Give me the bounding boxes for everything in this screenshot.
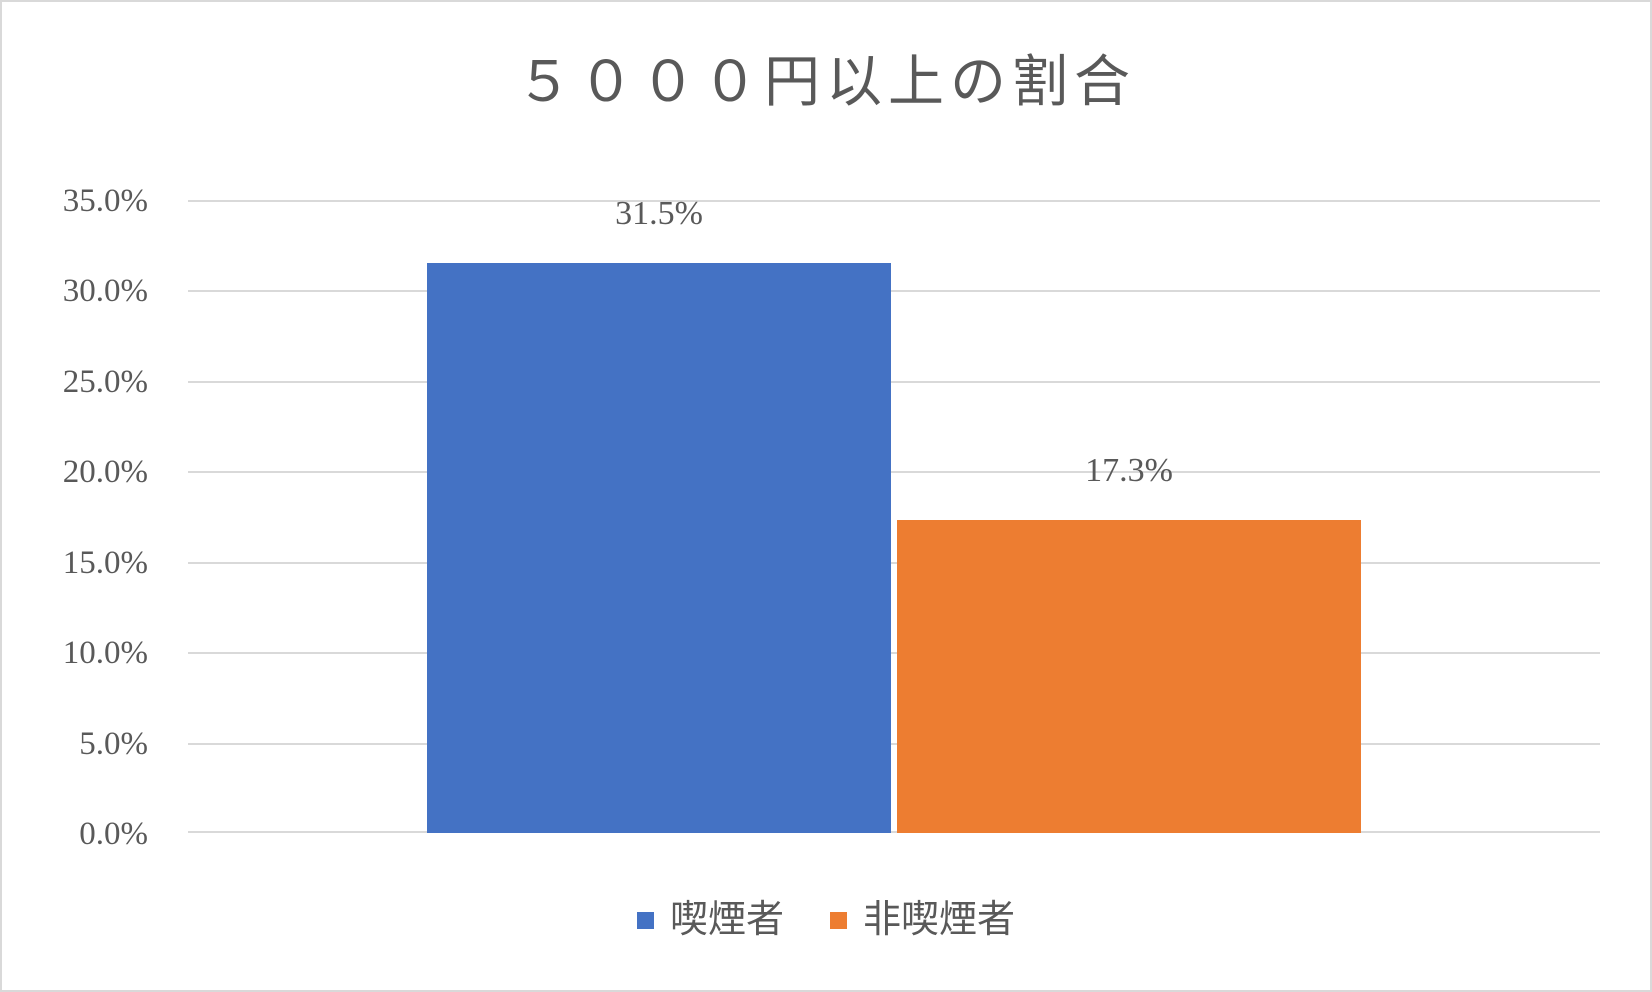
gridline — [188, 561, 1600, 564]
y-tick-label: 15.0% — [62, 544, 148, 581]
gridline — [188, 652, 1600, 655]
y-tick-label: 5.0% — [79, 725, 148, 762]
data-label-series-1: 31.5% — [615, 195, 703, 233]
legend-label: 喫煙者 — [669, 899, 784, 941]
data-label-series-2: 17.3% — [1085, 452, 1173, 490]
legend-item-1: 喫煙者 — [636, 895, 784, 945]
y-tick-label: 25.0% — [62, 363, 148, 400]
legend-label: 非喫煙者 — [863, 899, 1016, 941]
legend-swatch-icon — [636, 911, 654, 929]
plot-area: 31.5% 17.3% — [188, 195, 1600, 833]
bar-series-2 — [897, 520, 1361, 833]
y-tick-label: 10.0% — [62, 635, 148, 672]
gridline — [188, 380, 1600, 383]
y-axis-labels: 0.0% 5.0% 10.0% 15.0% 20.0% 25.0% 30.0% 35.0% — [2, 183, 148, 852]
y-tick-label: 20.0% — [62, 454, 148, 491]
y-tick-label: 0.0% — [79, 816, 148, 852]
gridline — [188, 742, 1600, 745]
gridline — [188, 290, 1600, 293]
gridline — [188, 471, 1600, 474]
legend-item-2: 非喫煙者 — [830, 895, 1015, 945]
gridline — [188, 200, 1600, 202]
bar-series-1 — [427, 263, 891, 833]
legend: 喫煙者 非喫煙者 — [2, 895, 1650, 945]
legend-swatch-icon — [830, 911, 847, 929]
y-tick-label: 30.0% — [62, 273, 148, 310]
chart-title: ５０００円以上の割合 — [516, 52, 1136, 114]
gridline — [188, 831, 1600, 833]
y-tick-label: 35.0% — [62, 183, 148, 219]
